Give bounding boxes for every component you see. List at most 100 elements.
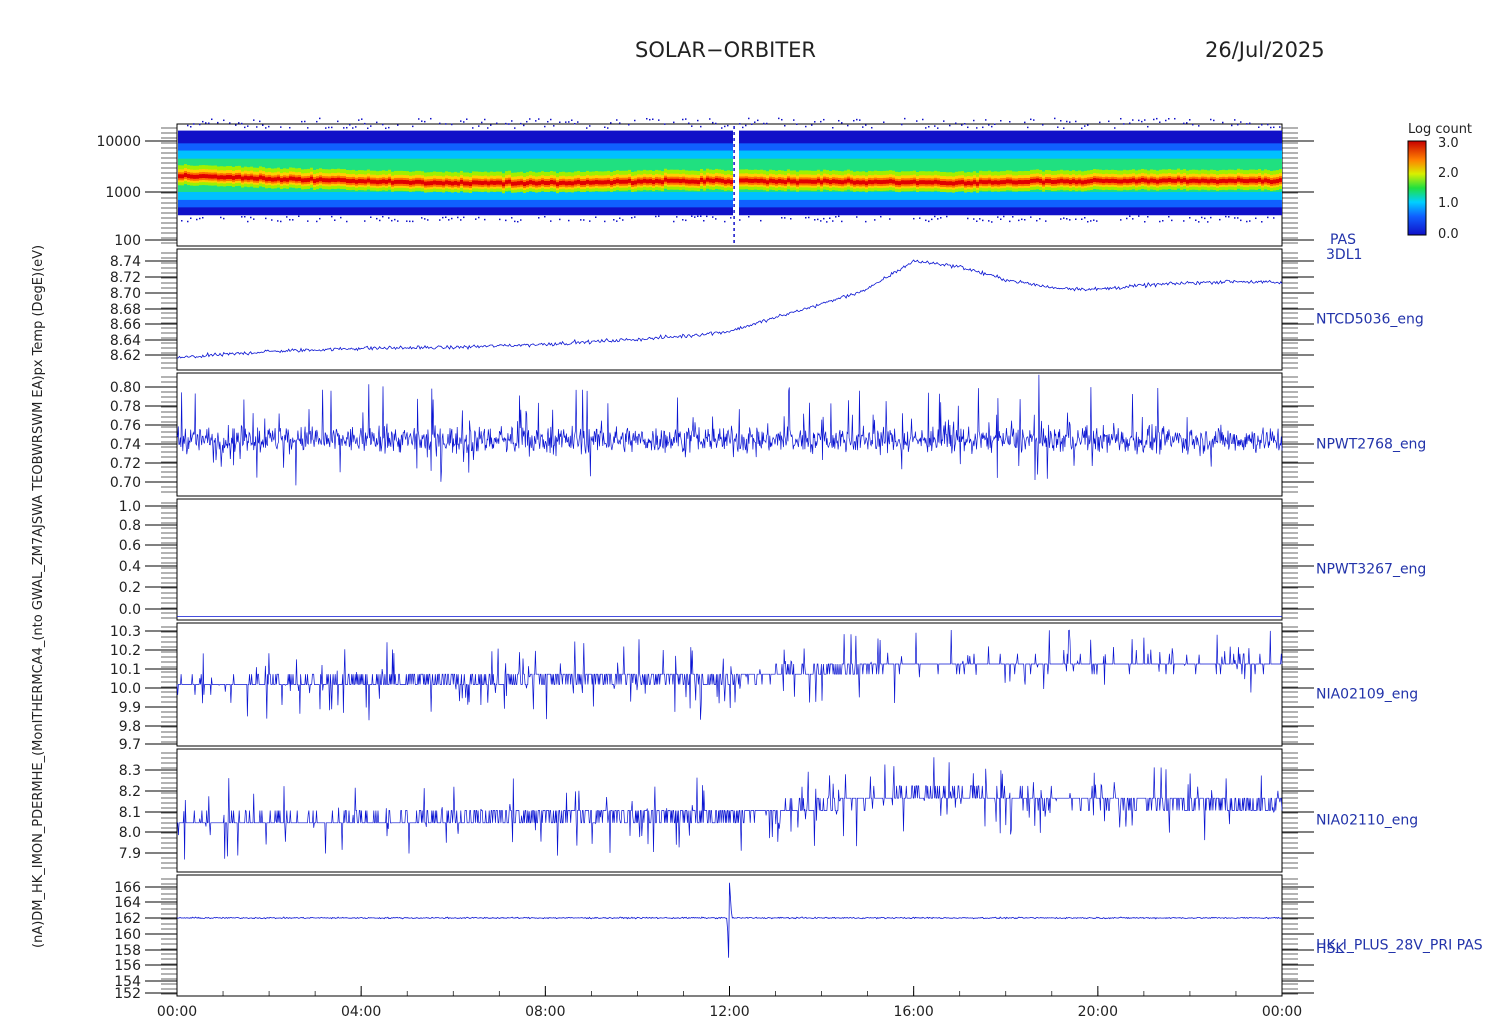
heatmap-cell [223,217,225,220]
heatmap-cell [622,179,625,184]
heatmap-cell [697,180,700,185]
heatmap-cell [652,118,654,120]
y-tick-label: 8.62 [110,348,141,364]
heatmap-cell [745,178,748,183]
heatmap-cell [352,178,355,183]
heatmap-cell [922,118,924,121]
heatmap-cell [1225,215,1227,218]
heatmap-cell [739,219,741,221]
heatmap-cell [592,180,595,185]
heatmap-cell [391,180,394,185]
heatmap-cell [829,217,831,219]
heatmap-cell [544,125,546,128]
heatmap-cell [517,181,520,186]
heatmap-cell [280,220,282,223]
heatmap-cell [274,177,277,182]
heatmap-cell [271,177,274,182]
heatmap-cell [808,216,810,219]
heatmap-cell [502,182,505,187]
heatmap-cell [1063,127,1065,129]
y-tick-label: 0.80 [110,380,141,396]
heatmap-cell [550,180,553,185]
heatmap-cell [847,124,849,127]
heatmap-cell [460,120,462,122]
heatmap-cell [1069,180,1072,185]
heatmap-cell [424,181,427,186]
heatmap-cell [928,125,930,128]
heatmap-cell [1099,178,1102,183]
heatmap-cell [418,118,420,120]
heatmap-cell [766,180,769,185]
x-tick-label: 04:00 [341,1004,381,1020]
heatmap-cell [1147,179,1150,184]
heatmap-cell [1066,120,1068,123]
heatmap-cell [370,179,373,184]
heatmap-cell [1198,221,1200,223]
heatmap-cell [526,181,529,186]
heatmap-cell [982,180,985,185]
heatmap-cell [1129,178,1132,183]
heatmap-cell [1261,123,1263,126]
heatmap-cell [934,125,936,127]
heatmap-cell [310,176,313,181]
y-tick-label: 162 [114,911,141,927]
heatmap-cell [391,219,393,222]
heatmap-cell [787,178,790,183]
y-tick-label: 10.1 [110,662,141,678]
heatmap-cell [745,124,747,127]
y-tick-label: 9.8 [119,719,141,735]
heatmap-cell [577,121,579,123]
heatmap-cell [1174,178,1177,183]
heatmap-cell [694,179,697,184]
heatmap-cell [304,120,306,123]
heatmap-cell [658,215,660,217]
heatmap-cell [340,216,342,219]
heatmap-cell [439,122,441,125]
heatmap-cell [250,216,252,219]
heatmap-cell [589,220,591,222]
heatmap-cell [682,219,684,221]
y-tick-label: 10.0 [110,681,141,697]
heatmap-cell [208,174,211,179]
heatmap-cell [673,121,675,124]
heatmap-cell [958,180,961,185]
heatmap-cell [1279,178,1282,183]
heatmap-cell [616,220,618,222]
y-tick-label: 100 [114,233,141,249]
heatmap-cell [1210,118,1212,121]
heatmap-cell [289,126,291,129]
heatmap-cell [1162,220,1164,222]
heatmap-cell [283,177,286,182]
heatmap-cell [415,179,418,184]
series-line [176,629,1283,721]
heatmap-cell [553,125,555,127]
heatmap-cell [208,122,210,124]
heatmap-cell [685,179,688,184]
heatmap-cell [484,118,486,121]
heatmap-cell [1120,117,1122,120]
heatmap-cell [919,217,921,219]
heatmap-cell [514,127,516,129]
heatmap-cell [1084,216,1086,219]
heatmap-cell [910,180,913,185]
heatmap-cell [1057,126,1059,128]
heatmap-cell [748,215,750,218]
heatmap-cell [925,180,928,185]
heatmap-cell [823,178,826,183]
heatmap-cell [1237,123,1239,126]
heatmap-cell [382,179,385,184]
heatmap-cell [379,179,382,184]
heatmap-cell [760,219,762,222]
y-tick-label: 8.66 [110,317,141,333]
heatmap-cell [451,181,454,186]
heatmap-cell [688,122,690,124]
heatmap-cell [1030,178,1033,183]
heatmap-cell [190,217,192,220]
heatmap-cell [523,124,525,127]
heatmap-cell [550,220,552,222]
heatmap-cell [805,179,808,184]
y-tick-label: 10.2 [110,643,141,659]
heatmap-cell [1213,178,1216,183]
series-label: NIA02109_eng [1316,687,1418,703]
panel-frame [176,248,1283,371]
